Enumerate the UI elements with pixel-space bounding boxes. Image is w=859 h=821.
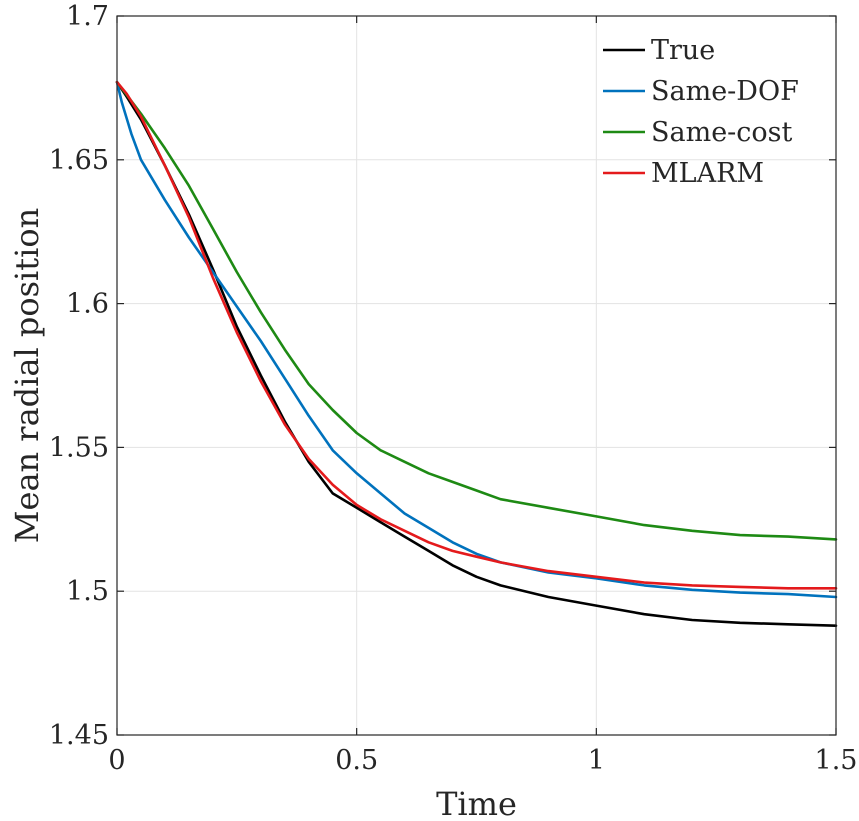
x-tick-label: 1.5: [815, 745, 858, 776]
series-line-same-cost: [115, 80, 838, 541]
legend-label-mlarm: MLARM: [651, 158, 764, 189]
series-layer: [115, 80, 838, 628]
x-tick-label: 0.5: [335, 745, 378, 776]
y-axis-label: Mean radial position: [8, 208, 46, 544]
legend-label-same-dof: Same-DOF: [651, 76, 799, 107]
axes-box: [116, 15, 837, 736]
x-axis-label: Time: [436, 785, 517, 821]
y-tick-label: 1.5: [66, 576, 109, 607]
y-tick-label: 1.45: [49, 720, 109, 751]
x-tick-label: 0: [108, 745, 125, 776]
series-line-mlarm: [115, 80, 838, 590]
y-tick-label: 1.7: [66, 1, 109, 32]
y-tick-label: 1.65: [49, 145, 109, 176]
legend: True Same-DOF Same-cost MLARM: [603, 35, 799, 189]
y-tick-label: 1.6: [66, 289, 109, 320]
series-line-same-dof: [115, 80, 838, 599]
y-tick-labels: 1.45 1.5 1.55 1.6 1.65 1.7: [49, 1, 109, 751]
legend-label-true: True: [651, 35, 715, 66]
tick-marks: [116, 15, 837, 736]
x-tick-label: 1: [588, 745, 605, 776]
x-tick-labels: 0 0.5 1 1.5: [108, 745, 857, 776]
y-tick-label: 1.55: [49, 432, 109, 463]
legend-label-same-cost: Same-cost: [651, 117, 793, 148]
